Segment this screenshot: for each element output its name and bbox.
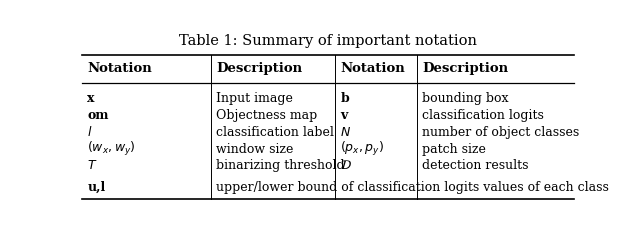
Text: $\mathcal{D}$: $\mathcal{D}$ — [340, 159, 352, 172]
Text: om: om — [88, 109, 109, 122]
Text: Description: Description — [422, 63, 508, 75]
Text: $T$: $T$ — [88, 159, 98, 172]
Text: classification label: classification label — [216, 126, 334, 139]
Text: detection results: detection results — [422, 159, 529, 172]
Text: Description: Description — [216, 63, 303, 75]
Text: u,l: u,l — [88, 180, 106, 194]
Text: Notation: Notation — [340, 63, 405, 75]
Text: Table 1: Summary of important notation: Table 1: Summary of important notation — [179, 34, 477, 48]
Text: v: v — [340, 109, 348, 122]
Text: Input image: Input image — [216, 92, 293, 105]
Text: patch size: patch size — [422, 143, 486, 156]
Text: b: b — [340, 92, 349, 105]
Text: Objectness map: Objectness map — [216, 109, 317, 122]
Text: binarizing threshold: binarizing threshold — [216, 159, 345, 172]
Text: Notation: Notation — [88, 63, 152, 75]
Text: $l$: $l$ — [88, 125, 93, 139]
Text: x: x — [88, 92, 95, 105]
Text: classification logits: classification logits — [422, 109, 544, 122]
Text: number of object classes: number of object classes — [422, 126, 579, 139]
Text: $(w_x,w_y)$: $(w_x,w_y)$ — [88, 140, 136, 158]
Text: $N$: $N$ — [340, 126, 351, 139]
Text: upper/lower bound of classification logits values of each class: upper/lower bound of classification logi… — [216, 180, 609, 194]
Text: bounding box: bounding box — [422, 92, 509, 105]
Text: window size: window size — [216, 143, 294, 156]
Text: $(p_x,p_y)$: $(p_x,p_y)$ — [340, 140, 385, 158]
